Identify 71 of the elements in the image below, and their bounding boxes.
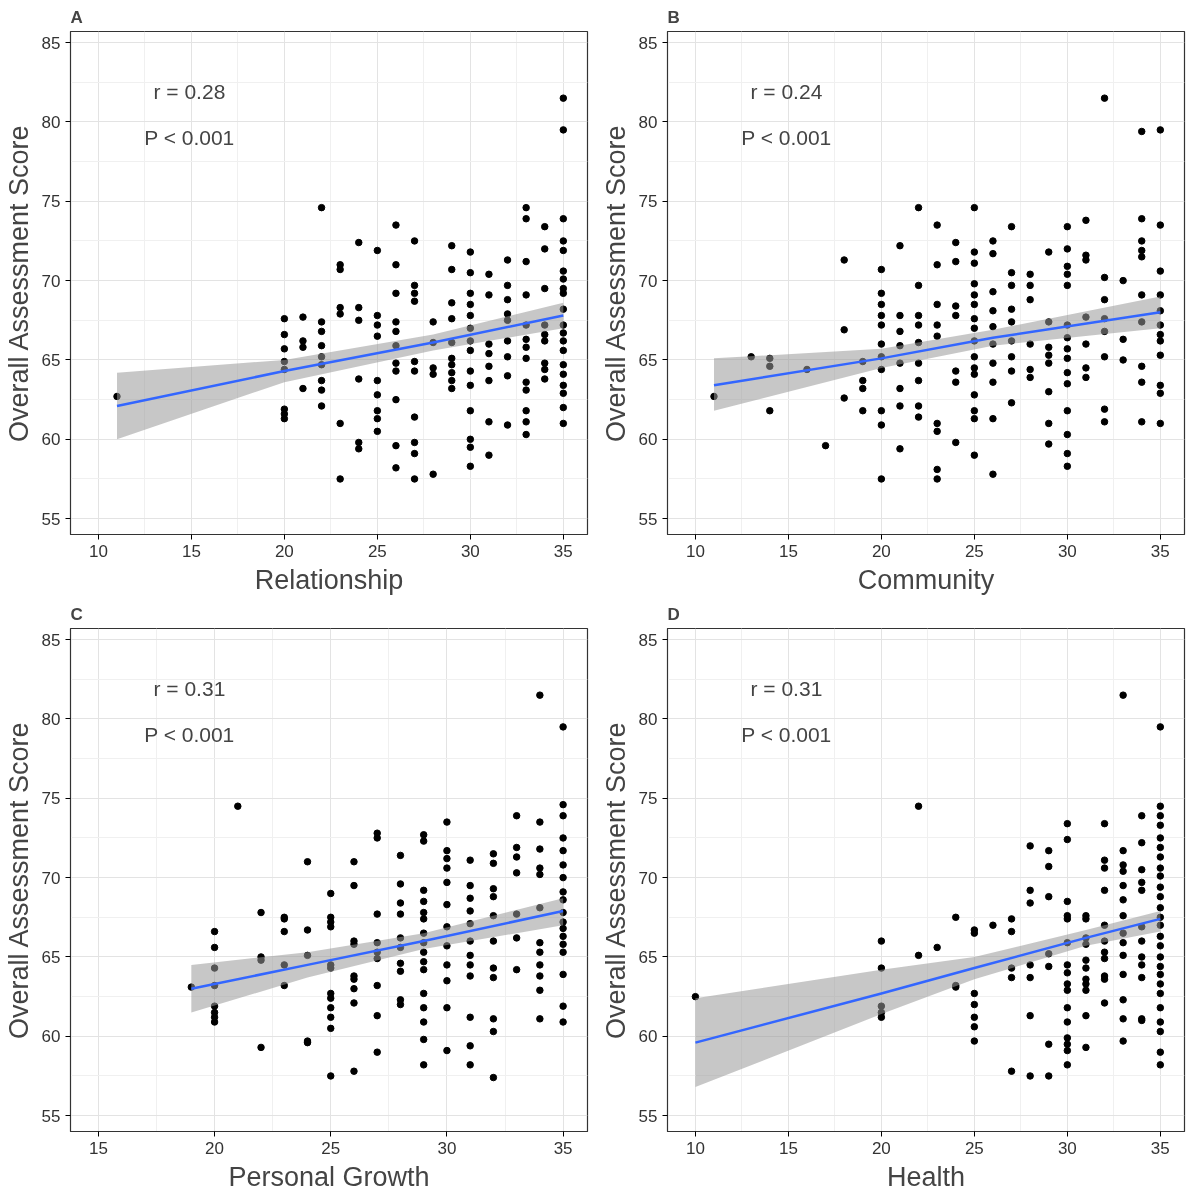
x-tick-label: 35 (553, 1138, 573, 1158)
x-tick-label: 35 (553, 541, 573, 561)
y-tick-label: 55 (41, 1106, 61, 1126)
y-tick-label: 80 (638, 709, 658, 729)
x-tick-label: 30 (460, 541, 480, 561)
chart-title: C (70, 604, 83, 624)
annotation: P < 0.001 (144, 125, 235, 149)
annotation: r = 0.31 (750, 677, 823, 701)
x-tick-label: 35 (1150, 1138, 1170, 1158)
y-tick-label: 65 (41, 947, 61, 967)
y-tick-label: 75 (41, 192, 61, 212)
y-axis-title: Overall Assessment Score (600, 722, 631, 1040)
y-tick-label: 65 (638, 350, 658, 370)
y-tick-label: 70 (638, 271, 658, 291)
x-tick-label: 20 (871, 541, 891, 561)
y-tick-label: 55 (638, 1106, 658, 1126)
x-tick-label: 10 (88, 541, 108, 561)
y-tick-label: 75 (638, 192, 658, 212)
x-tick-label: 20 (205, 1138, 225, 1158)
y-tick-label: 65 (41, 350, 61, 370)
y-axis-title: Overall Assessment Score (3, 722, 34, 1040)
annotation: P < 0.001 (144, 722, 235, 746)
y-tick-label: 70 (638, 868, 658, 888)
x-tick-label: 35 (1150, 541, 1170, 561)
annotation: r = 0.24 (750, 80, 823, 104)
x-tick-label: 30 (1057, 1138, 1077, 1158)
x-tick-label: 15 (181, 541, 201, 561)
y-tick-label: 85 (638, 33, 658, 53)
y-tick-label: 80 (638, 112, 658, 132)
y-tick-label: 80 (41, 709, 61, 729)
annotation: P < 0.001 (741, 125, 832, 149)
chart-title: B (667, 7, 680, 27)
y-tick-label: 85 (638, 630, 658, 650)
y-tick-label: 60 (638, 1027, 658, 1047)
x-tick-label: 15 (778, 1138, 798, 1158)
x-tick-label: 25 (964, 541, 984, 561)
x-tick-label: 25 (964, 1138, 984, 1158)
y-tick-label: 70 (41, 868, 61, 888)
y-tick-label: 85 (41, 630, 61, 650)
x-axis-title: Personal Growth (228, 1161, 430, 1192)
x-tick-label: 30 (437, 1138, 457, 1158)
x-tick-label: 15 (778, 541, 798, 561)
x-axis-title: Community (857, 564, 995, 595)
x-axis-title: Relationship (254, 564, 404, 595)
x-tick-label: 25 (367, 541, 387, 561)
annotation: r = 0.31 (153, 677, 226, 701)
chart-title: A (70, 7, 83, 27)
x-tick-label: 10 (685, 1138, 705, 1158)
y-tick-label: 55 (638, 509, 658, 529)
y-axis-title: Overall Assessment Score (3, 125, 34, 443)
x-axis-title: Health (886, 1161, 966, 1192)
y-tick-label: 55 (41, 509, 61, 529)
annotation: P < 0.001 (741, 722, 832, 746)
y-tick-label: 60 (638, 430, 658, 450)
y-tick-label: 60 (41, 430, 61, 450)
annotation: r = 0.28 (153, 80, 226, 104)
x-tick-label: 10 (685, 541, 705, 561)
x-tick-label: 30 (1057, 541, 1077, 561)
x-tick-label: 25 (321, 1138, 341, 1158)
y-tick-label: 75 (638, 789, 658, 809)
y-axis-title: Overall Assessment Score (600, 125, 631, 443)
y-tick-label: 70 (41, 271, 61, 291)
y-tick-label: 65 (638, 947, 658, 967)
y-tick-label: 60 (41, 1027, 61, 1047)
y-tick-label: 75 (41, 789, 61, 809)
y-tick-label: 85 (41, 33, 61, 53)
x-tick-label: 15 (88, 1138, 108, 1158)
y-tick-label: 80 (41, 112, 61, 132)
x-tick-label: 20 (871, 1138, 891, 1158)
x-tick-label: 20 (274, 541, 294, 561)
chart-title: D (667, 604, 680, 624)
